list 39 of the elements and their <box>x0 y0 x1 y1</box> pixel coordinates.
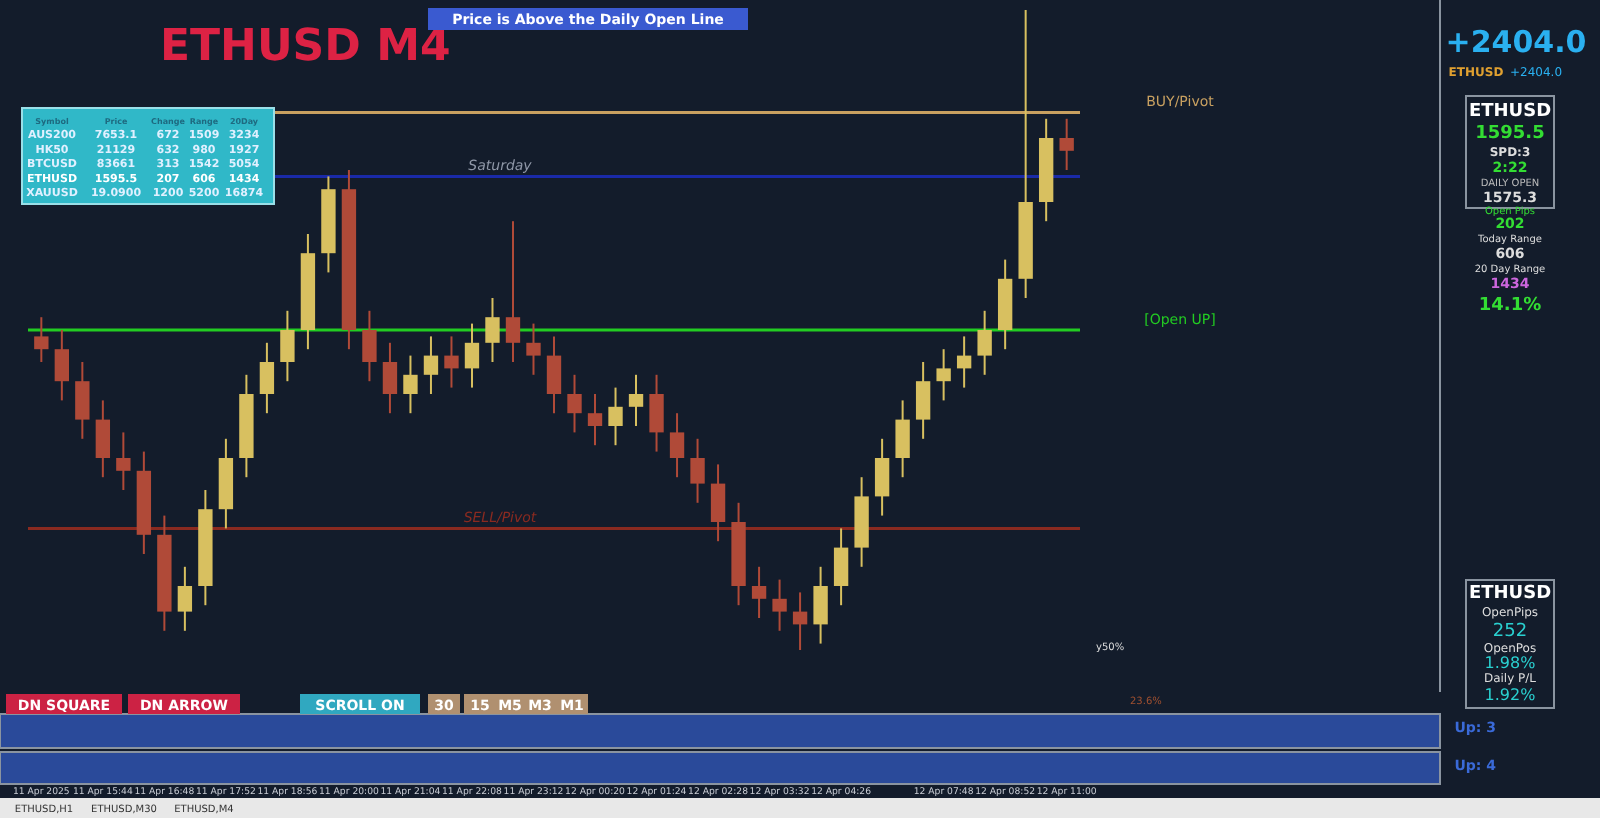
candlestick <box>608 386 623 447</box>
candlestick <box>280 309 295 383</box>
candlestick <box>464 322 480 389</box>
candlestick <box>669 412 685 479</box>
candlestick <box>403 354 418 415</box>
candlestick <box>382 341 398 415</box>
candlestick <box>772 578 787 632</box>
candlestick <box>362 309 377 383</box>
text: +2404.0 <box>1445 24 1587 60</box>
candlestick <box>915 361 931 440</box>
candlestick <box>485 297 500 363</box>
candlestick <box>874 437 890 517</box>
candlestick <box>1059 117 1074 171</box>
candlestick <box>34 316 49 363</box>
candlestick <box>628 373 644 427</box>
candlestick <box>505 220 521 363</box>
candlestick <box>936 348 951 402</box>
candlestick <box>956 335 972 389</box>
candlestick <box>95 399 111 479</box>
candlestick <box>649 373 664 453</box>
candlestick <box>690 437 705 504</box>
candlestick <box>116 431 131 491</box>
candlestick <box>710 463 726 543</box>
candlestick <box>895 399 910 479</box>
candlestick <box>259 341 275 415</box>
candlestick <box>567 373 582 434</box>
candlestick <box>813 565 828 645</box>
candlestick <box>54 329 70 402</box>
candlestick <box>587 393 603 447</box>
candlestick <box>177 565 193 632</box>
candlestick <box>423 335 439 395</box>
candlestick <box>833 527 849 607</box>
candlestick <box>75 361 90 440</box>
candlestick <box>444 335 459 389</box>
candlestick <box>546 335 562 415</box>
candlestick <box>526 322 541 376</box>
candlestick <box>751 565 767 619</box>
candlestick <box>977 309 992 376</box>
candlestick <box>792 591 808 651</box>
